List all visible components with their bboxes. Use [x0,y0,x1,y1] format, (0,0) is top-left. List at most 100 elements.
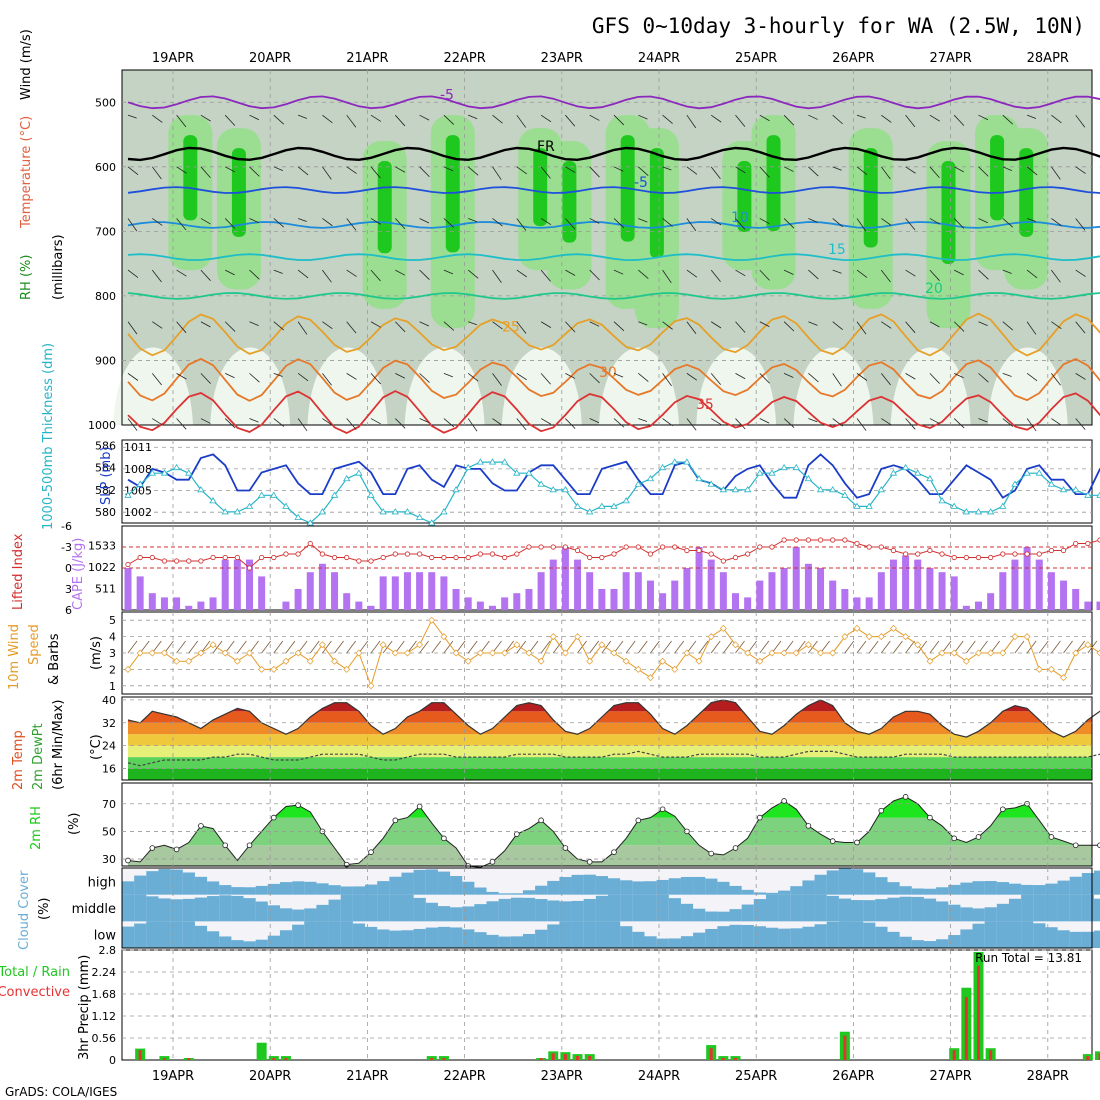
wind-barb [419,269,430,280]
rh-point [611,849,617,855]
cloud-cell [170,869,183,895]
cloud-cell [680,903,694,922]
lifted-ylabel: Lifted Index [11,533,26,610]
cloud-cell [1008,921,1022,948]
wind-barb [1051,640,1061,654]
temperature-contour [127,292,1100,300]
wind-speed-point [403,649,411,657]
temperature-panel: 16 24 32 40 2m Temp 2m DewPt (6hr Min/Max) (°C) [11,694,1100,790]
wind-speed-point [780,649,788,657]
wind-barb [698,640,709,654]
wind-barb [686,166,698,175]
lifted-point [1073,540,1079,547]
cloud-cell [875,926,888,948]
wind-barb [783,114,795,126]
cape-bar [707,559,715,610]
wind-barb [759,269,770,281]
thickness-point [962,508,971,515]
cloud-cell [474,932,487,948]
wind-barb [771,640,782,654]
wind-barb [953,640,964,654]
thickness-label: 1000-500mb Thickness (dm) [41,343,56,530]
cloud-cell [1057,894,1070,922]
lifted-tick: -3 [61,541,72,554]
cape-bar [282,601,290,610]
wind-barb [1002,166,1013,171]
wind-barb [249,373,260,383]
temp-unit-text: (°C) [89,734,104,760]
wind-barb [139,640,150,654]
wind-barb [249,321,259,327]
wind-barb [249,166,260,177]
wind-speed-point [610,649,618,657]
cloud-cell [510,893,523,895]
cloud-cell [948,884,961,895]
wind-barb [1051,269,1061,283]
cape-ylabel: CAPE (J/kg) [71,538,86,610]
wind-barb [978,114,989,121]
thickness-point [707,480,715,487]
wind-barb [613,114,625,126]
wind-barb [1075,269,1086,277]
cloud-cell [680,876,694,895]
wind-barb [783,321,795,332]
wind-barb [1026,166,1038,176]
wind-barb [686,114,697,129]
wind-barb [662,166,672,171]
wind-barb [492,321,503,330]
rh-unit: (%) [67,813,82,836]
thickness-point [270,491,278,498]
wind-barb [710,418,722,425]
pressure-tick: 1000 [88,419,116,432]
precip-conv-bar [272,1058,276,1060]
cloud-layer-label: middle [72,902,116,917]
wind-barb [395,269,406,276]
cape-bar [999,572,1007,610]
thickness-tick: 586 [95,440,116,453]
temp-tick: 24 [102,740,116,753]
wind-barb [917,640,928,654]
rh-point [951,835,957,842]
wind-barb [978,321,988,327]
cloud-cell [377,894,390,922]
wind-barb [492,114,503,124]
wind-label-2: Speed [27,624,42,665]
wind-speed-point [756,657,764,665]
cape-bar [902,555,910,610]
wind-barb [966,640,976,654]
wind-barb [419,218,430,224]
wind-barb [249,218,259,224]
rh-point [246,842,253,849]
contour-label: 25 [502,320,520,336]
wind-barb [589,218,600,224]
thickness-point [683,458,691,465]
cloud-cell [292,924,305,948]
wind-barb [504,640,514,654]
cloud-cell [911,888,924,895]
cape-tick: 1533 [88,540,116,553]
wind-barb [370,166,381,179]
thickness-point [646,474,655,482]
lifted-point [902,551,909,557]
wind-barb [370,114,382,122]
thickness-point [950,502,958,509]
top-date-label: 22APR [443,51,485,66]
wind-barb [176,166,187,174]
rh-point [878,807,885,814]
temp-band [128,722,1092,735]
wind-barb [881,321,892,329]
temp-band [128,757,1092,769]
cloud-cell [1033,885,1046,895]
precip-conv-bar [989,1050,993,1060]
cloud-cell [365,894,378,922]
rh-point [1048,834,1055,840]
cloud-cell [340,894,353,922]
lifted-point [562,544,569,550]
wind-barb [297,373,309,382]
wind-barb [322,218,333,227]
cloud-cell [231,887,244,895]
wind-barb [225,373,235,379]
wind-barb [905,321,916,334]
wind-barb [273,640,284,654]
